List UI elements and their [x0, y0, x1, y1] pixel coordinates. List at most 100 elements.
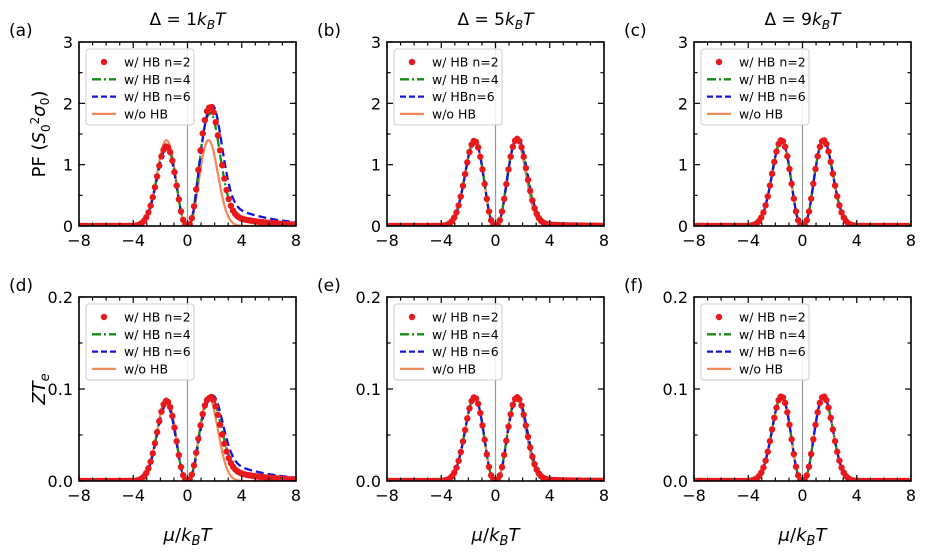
- data-point: [790, 195, 798, 202]
- data-point: [503, 437, 510, 444]
- data-point: [803, 217, 811, 224]
- data-point: [814, 153, 821, 160]
- data-point: [175, 451, 183, 459]
- data-point: [760, 464, 767, 471]
- x-tick-label: −8: [682, 486, 706, 505]
- x-axis-label: μ/kBT: [471, 525, 522, 549]
- data-point: [149, 194, 156, 201]
- data-point: [788, 436, 795, 443]
- data-point: [531, 460, 538, 468]
- data-point: [461, 426, 469, 434]
- legend-entry: w/ HB n=2: [739, 55, 806, 70]
- y-tick-label: 0.2: [48, 288, 73, 307]
- column-title: Δ = 1kBT: [150, 10, 228, 32]
- data-point: [812, 165, 819, 173]
- data-point: [758, 469, 765, 476]
- column-title: Δ = 5kBT: [458, 10, 536, 32]
- legend-entry: w/ HB n=4: [124, 327, 191, 342]
- x-tick-label: −4: [736, 231, 760, 250]
- series-layer: [79, 393, 296, 481]
- x-tick-label: −8: [375, 486, 399, 505]
- data-point: [505, 166, 512, 173]
- data-point: [485, 208, 493, 215]
- data-point: [481, 180, 488, 188]
- data-point: [810, 436, 817, 443]
- y-tick-label: 0: [371, 217, 381, 236]
- data-point: [177, 463, 185, 471]
- data-point: [524, 176, 532, 184]
- data-point: [169, 412, 176, 420]
- y-tick-label: 1: [371, 156, 381, 175]
- data-point: [464, 415, 471, 422]
- legend-marker: [715, 58, 723, 66]
- x-tick-label: 8: [906, 231, 916, 250]
- data-point: [771, 414, 778, 422]
- data-point: [455, 457, 462, 465]
- x-tick-label: 0: [490, 486, 500, 505]
- legend-marker: [100, 58, 108, 66]
- x-tick-label: 0: [182, 231, 192, 250]
- data-point: [831, 437, 839, 445]
- data-point: [190, 462, 198, 469]
- data-point: [520, 153, 527, 160]
- x-tick-label: −4: [121, 486, 145, 505]
- legend-entry: w/ HB n=6: [124, 344, 191, 359]
- data-point: [838, 209, 845, 216]
- data-point: [518, 144, 525, 151]
- data-point: [768, 426, 776, 433]
- data-point: [807, 195, 815, 202]
- data-point: [177, 208, 185, 215]
- legend-entry: w/ HB n=2: [124, 310, 191, 325]
- x-tick-label: −4: [736, 486, 760, 505]
- x-tick-label: −4: [121, 231, 145, 250]
- data-point: [485, 463, 493, 471]
- data-point: [834, 448, 841, 455]
- data-point: [829, 170, 837, 177]
- data-point: [483, 195, 491, 203]
- data-point: [195, 435, 202, 442]
- data-point: [792, 463, 800, 470]
- data-point: [518, 402, 525, 409]
- legend-marker: [408, 58, 416, 66]
- series-0-markers: [387, 394, 604, 481]
- x-tick-label: 8: [599, 486, 609, 505]
- series-2-line: [79, 104, 296, 226]
- y-ticks: [79, 296, 296, 482]
- data-point: [216, 421, 224, 428]
- panel-f: −8 −4 0 4 80.00.10.2(f)w/ HB n=2w/ HB n=4w/ …: [624, 276, 916, 505]
- data-point: [208, 103, 215, 111]
- legend-marker: [100, 313, 108, 321]
- x-tick-label: −4: [429, 231, 453, 250]
- y-axis-label-pf: PF (S02σ0): [28, 91, 53, 178]
- x-tick-label: 4: [852, 486, 862, 505]
- data-point: [520, 411, 527, 418]
- y-tick-label: 1: [63, 156, 73, 175]
- data-point: [225, 195, 232, 203]
- data-point: [474, 144, 482, 151]
- data-point: [197, 147, 204, 154]
- x-tick-label: −8: [375, 231, 399, 250]
- data-point: [158, 408, 165, 415]
- data-point: [171, 424, 178, 431]
- data-point: [827, 414, 834, 422]
- data-point: [529, 197, 536, 204]
- data-point: [831, 182, 839, 189]
- y-tick-label: 0.1: [48, 380, 73, 399]
- data-point: [459, 438, 467, 445]
- data-point: [516, 137, 523, 145]
- data-point: [223, 448, 230, 455]
- data-point: [457, 448, 464, 456]
- data-point: [201, 116, 209, 124]
- data-point: [175, 196, 183, 203]
- data-point: [786, 165, 793, 173]
- data-point: [457, 193, 464, 200]
- legend-entry: w/o HB: [739, 361, 783, 376]
- x-tick-label: −8: [682, 231, 706, 250]
- data-point: [784, 409, 791, 416]
- y-tick-label: 0.1: [356, 380, 381, 399]
- data-point: [781, 399, 789, 407]
- x-tick-label: −4: [429, 486, 453, 505]
- data-point: [827, 158, 834, 166]
- data-point: [834, 193, 841, 200]
- y-ticks: [387, 41, 604, 227]
